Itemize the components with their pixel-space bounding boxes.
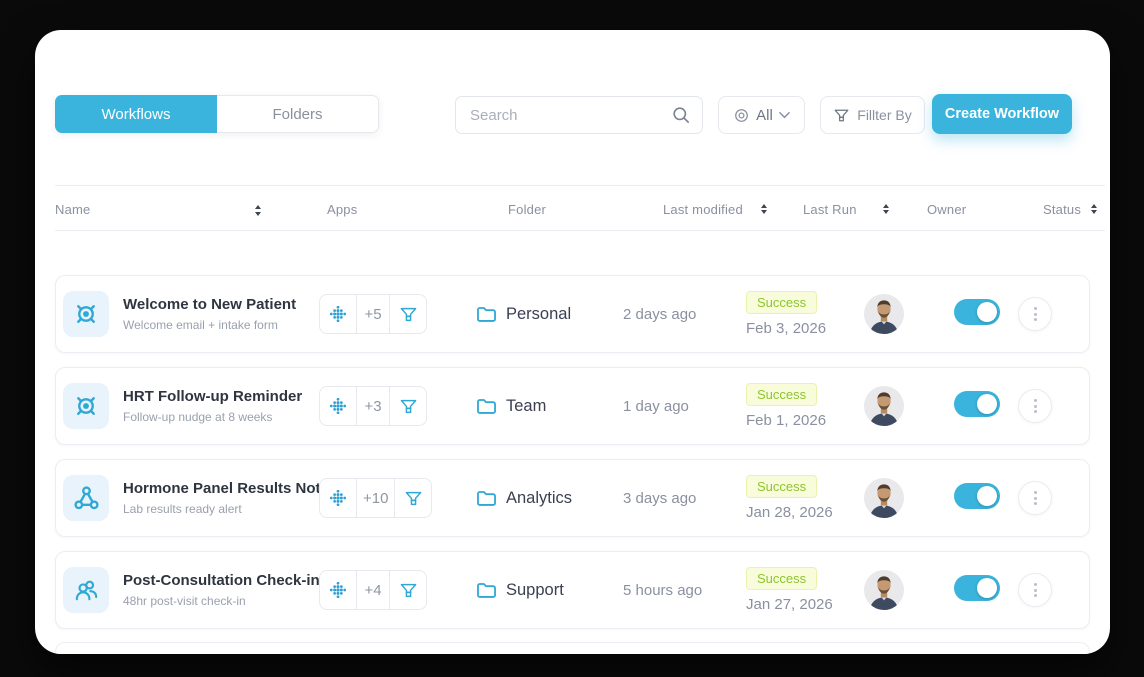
workflow-subtitle: Follow-up nudge at 8 weeks bbox=[123, 410, 273, 424]
folder-name: Support bbox=[506, 580, 564, 599]
apps-filter-icon bbox=[395, 479, 431, 517]
users-icon bbox=[63, 567, 109, 613]
status-badge: Success bbox=[746, 291, 818, 314]
toggle-knob bbox=[977, 301, 997, 322]
chevron-down-icon bbox=[779, 111, 790, 119]
workflow-row-partial bbox=[55, 642, 1090, 654]
workflow-subtitle: Lab results ready alert bbox=[123, 502, 242, 516]
row-menu-button[interactable] bbox=[1018, 389, 1052, 423]
toggle-knob bbox=[977, 485, 997, 506]
funnel-icon bbox=[834, 109, 849, 121]
folder-icon bbox=[477, 583, 496, 598]
target-icon bbox=[63, 383, 109, 429]
folder-name: Analytics bbox=[506, 488, 573, 507]
enabled-toggle[interactable] bbox=[954, 574, 1000, 601]
target-icon bbox=[63, 291, 109, 337]
row-menu-button[interactable] bbox=[1018, 481, 1052, 515]
last-run-date: Jan 28, 2026 bbox=[746, 504, 833, 521]
status-badge: Success bbox=[746, 567, 818, 590]
column-header-owner: Owner bbox=[927, 201, 967, 217]
workflow-subtitle: 48hr post-visit check-in bbox=[123, 594, 246, 608]
apps-filter-icon bbox=[390, 387, 426, 425]
last-run-date: Jan 27, 2026 bbox=[746, 596, 833, 613]
owner-avatar bbox=[864, 570, 904, 610]
column-header-name[interactable]: Name bbox=[55, 201, 91, 217]
last-modified: 3 days ago bbox=[623, 489, 697, 507]
column-header-status[interactable]: Status bbox=[1043, 200, 1098, 218]
apps-filter-icon bbox=[390, 295, 426, 333]
status-badge: Success bbox=[746, 383, 818, 406]
apps-more-count: +3 bbox=[356, 387, 390, 425]
last-run-date: Feb 1, 2026 bbox=[746, 412, 827, 429]
folder-name: Personal bbox=[506, 304, 572, 323]
workflow-subtitle: Welcome email + intake form bbox=[123, 318, 278, 332]
toggle-knob bbox=[977, 393, 997, 414]
apps-diamond-icon bbox=[320, 295, 356, 333]
visibility-filter-dropdown[interactable]: All bbox=[718, 96, 805, 134]
search-icon bbox=[673, 107, 690, 124]
enabled-toggle[interactable] bbox=[954, 298, 1000, 325]
workflow-row[interactable]: Hormone Panel Results Notify Lab results… bbox=[55, 459, 1090, 537]
enabled-toggle[interactable] bbox=[954, 482, 1000, 509]
sort-icon-last-run[interactable] bbox=[882, 203, 889, 215]
filter-by-button[interactable]: Fillter By bbox=[820, 96, 925, 134]
column-header-folder: Folder bbox=[508, 201, 547, 217]
visibility-filter-label: All bbox=[756, 106, 773, 124]
share-nodes-icon bbox=[63, 475, 109, 521]
workflow-title: Welcome to New Patient bbox=[123, 296, 297, 313]
last-modified: 1 day ago bbox=[623, 397, 689, 415]
owner-avatar bbox=[864, 386, 904, 426]
column-header-apps: Apps bbox=[327, 201, 358, 217]
last-modified: 5 hours ago bbox=[623, 581, 703, 599]
sort-icon-status[interactable] bbox=[1091, 203, 1098, 215]
apps-diamond-icon bbox=[320, 571, 356, 609]
workflow-title: Post-Consultation Check-in bbox=[123, 572, 320, 589]
workflow-row[interactable]: Welcome to New Patient Welcome email + i… bbox=[55, 275, 1090, 353]
row-menu-button[interactable] bbox=[1018, 297, 1052, 331]
apps-group[interactable]: +3 bbox=[319, 386, 427, 426]
tab-workflows[interactable]: Workflows bbox=[55, 95, 217, 133]
owner-avatar bbox=[864, 294, 904, 334]
column-header-last-run[interactable]: Last Run bbox=[803, 200, 889, 218]
filter-by-label: Fillter By bbox=[857, 107, 912, 123]
apps-more-count: +10 bbox=[356, 479, 396, 517]
header-divider-top bbox=[55, 185, 1105, 186]
workflow-row[interactable]: Post-Consultation Check-in 48hr post-vis… bbox=[55, 551, 1090, 629]
apps-group[interactable]: +5 bbox=[319, 294, 427, 334]
column-header-last-modified[interactable]: Last modified bbox=[663, 200, 767, 218]
owner-avatar bbox=[864, 478, 904, 518]
enabled-toggle[interactable] bbox=[954, 390, 1000, 417]
sort-icon-name[interactable] bbox=[255, 205, 261, 216]
workflow-row[interactable]: HRT Follow-up Reminder Follow-up nudge a… bbox=[55, 367, 1090, 445]
view-tabs: Workflows Folders bbox=[55, 95, 379, 133]
eye-icon bbox=[735, 108, 749, 122]
apps-diamond-icon bbox=[320, 387, 356, 425]
last-modified: 2 days ago bbox=[623, 305, 697, 323]
workflow-title: HRT Follow-up Reminder bbox=[123, 388, 303, 405]
apps-more-count: +4 bbox=[356, 571, 390, 609]
workflows-app-window: Workflows Folders All Fillter By Create … bbox=[35, 30, 1110, 654]
status-badge: Success bbox=[746, 475, 818, 498]
folder-name: Team bbox=[506, 396, 547, 415]
workflow-list: Welcome to New Patient Welcome email + i… bbox=[55, 275, 1090, 629]
search-box bbox=[455, 96, 703, 134]
last-run-date: Feb 3, 2026 bbox=[746, 320, 827, 337]
folder-icon bbox=[477, 399, 496, 414]
folder-icon bbox=[477, 307, 496, 322]
apps-diamond-icon bbox=[320, 479, 356, 517]
tab-folders[interactable]: Folders bbox=[217, 95, 379, 133]
search-input[interactable] bbox=[456, 106, 672, 124]
folder-icon bbox=[477, 491, 496, 506]
apps-group[interactable]: +4 bbox=[319, 570, 427, 610]
apps-filter-icon bbox=[390, 571, 426, 609]
apps-group[interactable]: +10 bbox=[319, 478, 433, 518]
apps-more-count: +5 bbox=[356, 295, 390, 333]
header-divider-bottom bbox=[55, 230, 1105, 231]
row-menu-button[interactable] bbox=[1018, 573, 1052, 607]
create-workflow-button[interactable]: Create Workflow bbox=[932, 94, 1072, 134]
toggle-knob bbox=[977, 577, 997, 598]
sort-icon-last-modified[interactable] bbox=[760, 203, 767, 215]
workflow-title: Hormone Panel Results Notify bbox=[123, 480, 339, 497]
